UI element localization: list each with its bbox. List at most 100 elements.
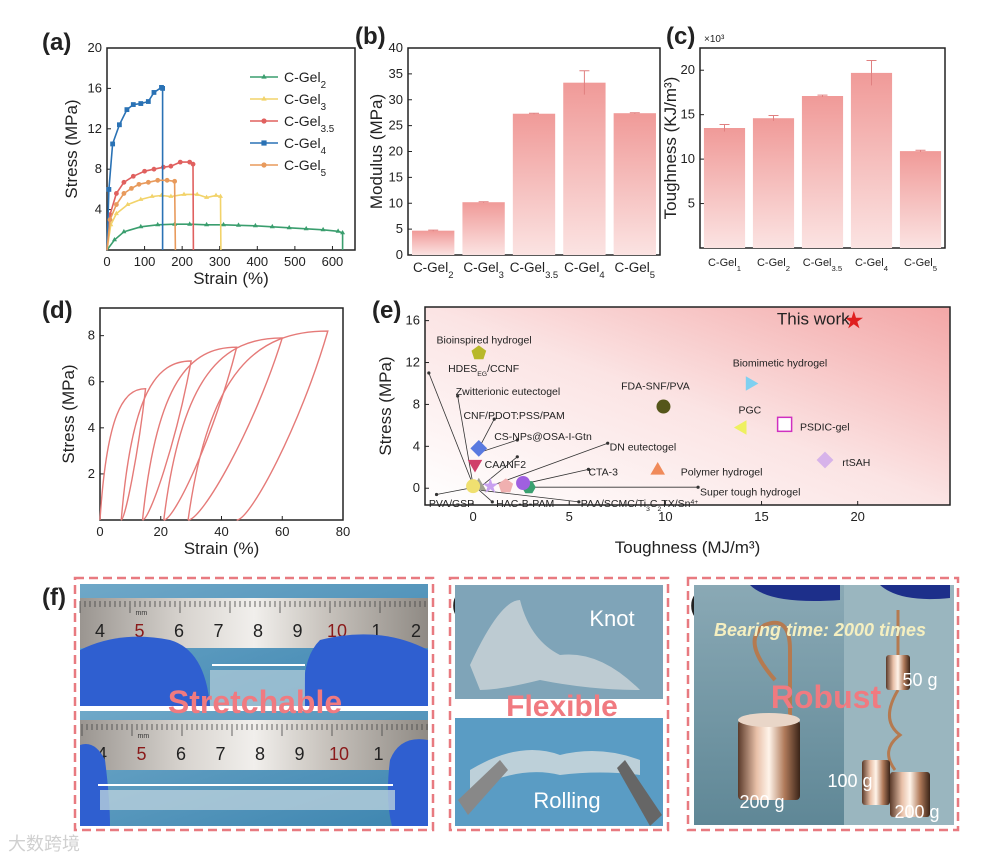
annotation-arrow bbox=[478, 439, 518, 453]
arrow-head bbox=[515, 438, 519, 442]
x-tick-label: 300 bbox=[209, 254, 231, 269]
scatter-point bbox=[650, 462, 665, 475]
x-tick-label: 500 bbox=[284, 254, 306, 269]
category-label: C-Gel4 bbox=[564, 260, 605, 281]
point-annotation: Biomimetic hydrogel bbox=[733, 358, 828, 370]
y-tick-label: 12 bbox=[406, 355, 420, 370]
error-bar bbox=[629, 112, 640, 114]
ruler-number: 1 bbox=[371, 621, 381, 641]
data-point bbox=[121, 191, 127, 196]
y-tick-label: 15 bbox=[681, 107, 695, 122]
ruler-number: 4 bbox=[95, 621, 105, 641]
data-point bbox=[335, 228, 341, 233]
data-point bbox=[204, 194, 210, 199]
point-annotation: HDESEG/CCNF bbox=[448, 363, 519, 378]
data-point bbox=[155, 221, 161, 227]
x-tick-label: 5 bbox=[566, 509, 573, 524]
data-point bbox=[204, 221, 210, 227]
data-point bbox=[340, 230, 346, 235]
ruler-number: 9 bbox=[292, 621, 302, 641]
photo-g-rolling: Rolling bbox=[455, 718, 663, 826]
scatter-point bbox=[467, 459, 483, 473]
error-bar bbox=[719, 123, 730, 132]
error-bar bbox=[579, 70, 590, 95]
x-tick-label: 10 bbox=[658, 509, 672, 524]
x-tick-label: 60 bbox=[275, 524, 289, 539]
arrow-head bbox=[696, 485, 700, 489]
data-point bbox=[121, 228, 127, 234]
label-rolling: Rolling bbox=[533, 788, 600, 813]
y-tick-label: 16 bbox=[406, 313, 420, 328]
plot-frame bbox=[99, 307, 344, 521]
category-label: C-Gel5 bbox=[904, 257, 937, 273]
panel-label: (f) bbox=[42, 584, 66, 611]
bar bbox=[462, 202, 505, 255]
x-axis-label: Strain (%) bbox=[193, 269, 269, 288]
legend-marker bbox=[261, 140, 267, 146]
data-point bbox=[218, 193, 223, 198]
legend-entry: C-Gel2 bbox=[284, 69, 326, 91]
legend-marker bbox=[261, 162, 267, 168]
plot-background bbox=[425, 307, 950, 505]
data-point bbox=[138, 101, 144, 106]
y-tick-label: 20 bbox=[389, 144, 403, 159]
charts-layer: (a)(b)(c)(d)(e)(f)(g)(h)4812162001002003… bbox=[42, 23, 951, 618]
error-bar bbox=[478, 201, 489, 203]
ruler-number: 6 bbox=[174, 621, 184, 641]
bar bbox=[613, 113, 656, 255]
legend-entry: C-Gel4 bbox=[284, 135, 327, 157]
y-axis-label: Stress (MPa) bbox=[62, 99, 81, 198]
data-point bbox=[145, 179, 151, 185]
data-point bbox=[145, 99, 151, 104]
legend-entry: C-Gel3 bbox=[284, 91, 327, 113]
y-tick-label: 20 bbox=[681, 62, 695, 77]
cycle-loop bbox=[99, 387, 147, 521]
x-tick-label: 15 bbox=[754, 509, 768, 524]
y-axis-label: Toughness (KJ/m³) bbox=[661, 77, 680, 220]
scatter-point bbox=[466, 479, 481, 494]
y-tick-label: 35 bbox=[389, 66, 403, 81]
data-point bbox=[142, 168, 147, 174]
scatter-point bbox=[516, 476, 531, 490]
label-robust: Robust bbox=[771, 679, 882, 715]
x-tick-label: 0 bbox=[103, 254, 110, 269]
arrow-head bbox=[606, 441, 610, 445]
error-bar bbox=[428, 229, 439, 232]
bar bbox=[801, 96, 844, 248]
panel-label: (d) bbox=[42, 297, 73, 324]
y-tick-label: 30 bbox=[389, 92, 403, 107]
weight-label-200g: 200 g bbox=[739, 792, 784, 812]
x-axis-label: Strain (%) bbox=[184, 539, 260, 558]
arrow-head bbox=[434, 492, 439, 497]
watermark: 大数跨境 bbox=[8, 834, 80, 854]
legend-marker bbox=[261, 118, 267, 124]
arrow-head bbox=[586, 467, 591, 471]
arrow-head bbox=[515, 455, 519, 459]
bar bbox=[512, 113, 556, 255]
y-tick-label: 25 bbox=[389, 118, 403, 133]
photo-f-top: 4 5 6 7 8 9 10 1 2mm bbox=[79, 584, 428, 706]
weight-200g bbox=[738, 720, 800, 800]
point-annotation: DN eutectogel bbox=[610, 441, 677, 453]
cycle-loop bbox=[120, 360, 192, 521]
point-annotation: CTA-3 bbox=[588, 466, 618, 478]
y-tick-label: 20 bbox=[88, 40, 102, 55]
x-tick-label: 0 bbox=[469, 509, 476, 524]
point-annotation: Super tough hydrogel bbox=[700, 486, 800, 498]
data-point bbox=[129, 185, 134, 191]
legend-marker bbox=[261, 95, 267, 101]
weight-label-100g: 100 g bbox=[827, 771, 872, 791]
point-annotation: FDA-SNF/PVA bbox=[621, 381, 690, 393]
point-annotation: CNF/PDOT:PSS/PAM bbox=[463, 410, 564, 422]
data-point bbox=[286, 224, 292, 230]
x-tick-label: 100 bbox=[134, 254, 156, 269]
cycle-loop bbox=[141, 346, 238, 521]
annotation-arrow bbox=[522, 468, 589, 485]
data-point bbox=[172, 178, 178, 184]
bar bbox=[703, 128, 746, 248]
y-tick-label: 4 bbox=[88, 420, 95, 435]
y-tick-label: 40 bbox=[389, 40, 403, 55]
data-point bbox=[194, 191, 200, 196]
